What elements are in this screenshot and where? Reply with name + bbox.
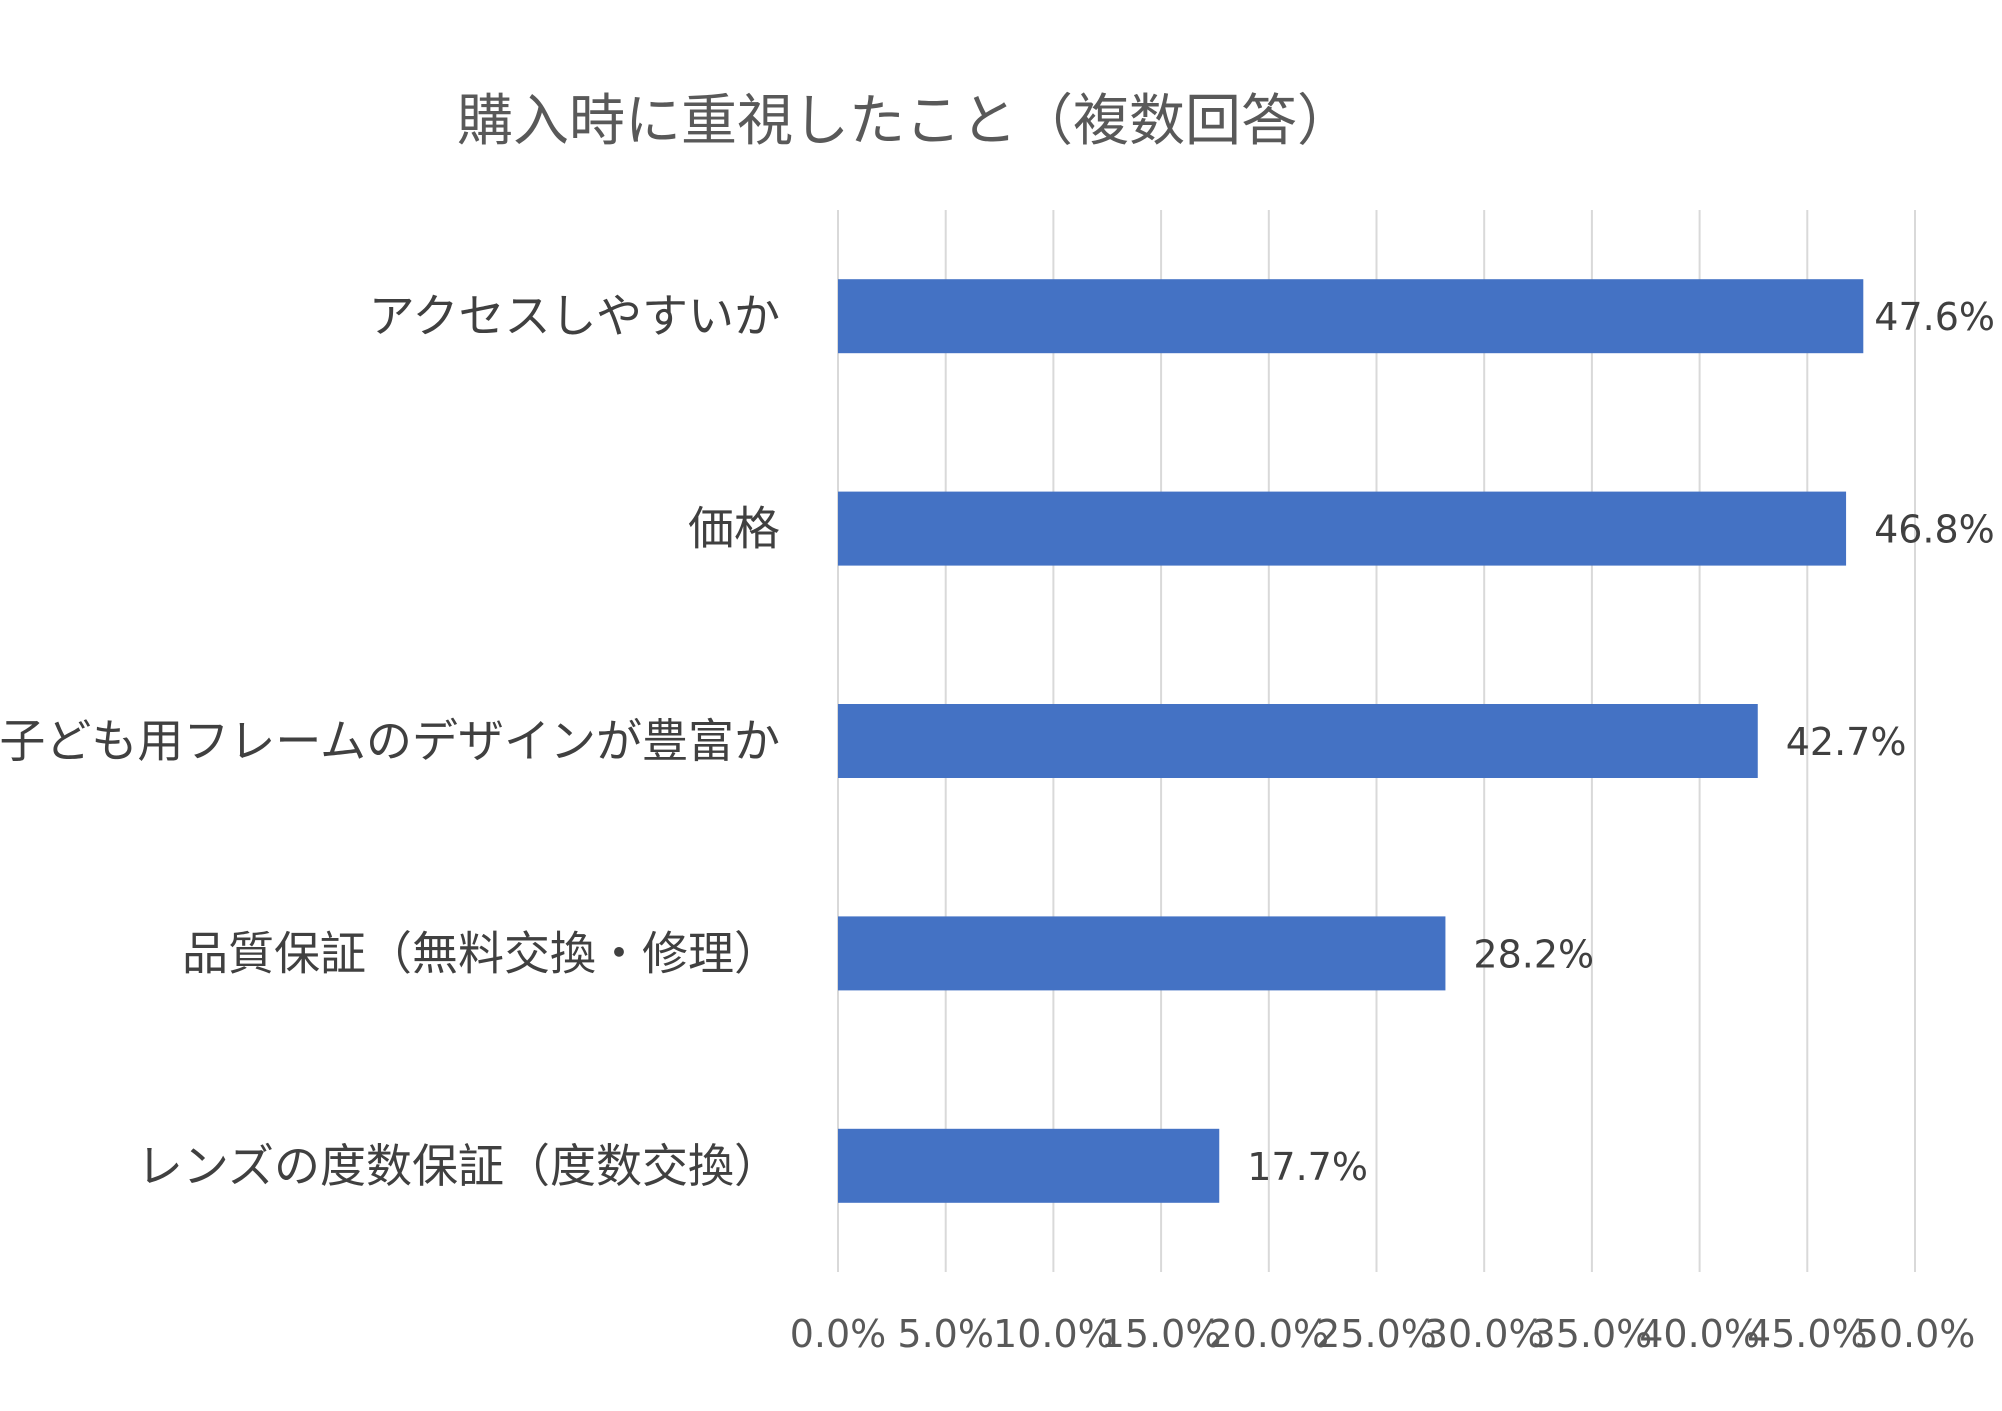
x-tick-label: 45.0%: [1747, 1312, 1868, 1356]
bar-chart: 購入時に重視したこと（複数回答） 0.0% 5.0% 10.0%15.0%20.0%…: [0, 0, 2002, 1411]
category-label: 子ども用フレームのデザインが豊富か: [0, 714, 780, 768]
data-label: 42.7%: [1786, 720, 1907, 764]
x-tick-label: 15.0%: [1101, 1312, 1222, 1356]
data-label: 47.6%: [1874, 295, 1995, 339]
bar: [838, 1129, 1219, 1203]
x-tick-label: 10.0%: [993, 1312, 1114, 1356]
x-tick-label: 20.0%: [1208, 1312, 1329, 1356]
x-tick-label: 35.0%: [1532, 1312, 1653, 1356]
category-label: 品質保証（無料交換・修理）: [182, 926, 780, 980]
chart-title: 購入時に重視したこと（複数回答）: [457, 89, 1353, 154]
x-tick-label: 40.0%: [1639, 1312, 1760, 1356]
bar: [838, 279, 1863, 353]
category-label: 価格: [688, 502, 780, 556]
bars: [838, 279, 1863, 1203]
category-labels: アクセスしやすいか価格子ども用フレームのデザインが豊富か品質保証（無料交換・修理…: [0, 289, 780, 1193]
bar: [838, 492, 1846, 566]
x-tick-label: 25.0%: [1316, 1312, 1437, 1356]
x-axis-tick-labels: 0.0% 5.0% 10.0%15.0%20.0%25.0%30.0%35.0%40…: [790, 1312, 1976, 1356]
category-label: レンズの度数保証（度数交換）: [137, 1139, 780, 1193]
bar: [838, 704, 1758, 778]
x-tick-label: 30.0%: [1424, 1312, 1545, 1356]
x-tick-label: 50.0%: [1855, 1312, 1976, 1356]
category-label: アクセスしやすいか: [369, 289, 780, 343]
x-tick-label: 5.0%: [897, 1312, 994, 1356]
data-label: 28.2%: [1473, 932, 1594, 976]
data-label: 17.7%: [1247, 1145, 1368, 1189]
x-tick-label: 0.0%: [790, 1312, 887, 1356]
data-label: 46.8%: [1874, 508, 1995, 552]
bar: [838, 916, 1445, 990]
